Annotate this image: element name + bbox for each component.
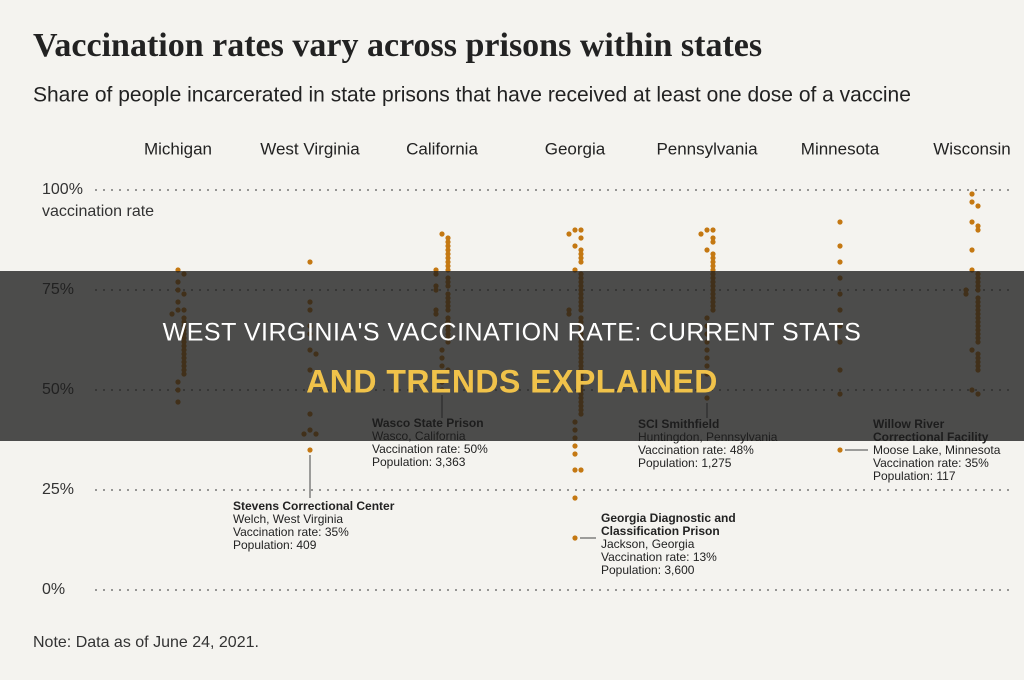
banner-line: AND TRENDS EXPLAINED [306,363,718,399]
x-tick-label: Georgia [545,139,606,158]
annotation-text: Population: 3,600 [601,563,695,577]
dot [307,447,313,453]
dot [704,227,710,233]
annotation-text: Vaccination rate: 50% [372,442,488,456]
dot [837,243,843,249]
y-axis-label: vaccination rate [42,203,154,220]
x-tick-label: Minnesota [801,139,880,158]
dot [969,219,975,225]
dot [439,231,445,237]
dot [710,259,716,265]
dot [578,227,584,233]
annotation-text: Vaccination rate: 35% [873,456,989,470]
dot [710,227,716,233]
dot [572,243,578,249]
dot [566,231,572,237]
dot [578,255,584,261]
dot [445,239,451,245]
dot [445,263,451,269]
dot [445,235,451,241]
chart-title: Vaccination rates vary across prisons wi… [33,27,762,64]
annotation-text: Vaccination rate: 13% [601,550,717,564]
dot [578,259,584,265]
dot [969,191,975,197]
dot [578,247,584,253]
dot [578,235,584,241]
dot [445,247,451,253]
annotation-text: Population: 409 [233,538,317,552]
dot [710,263,716,269]
annotation-text: Moose Lake, Minnesota [873,443,1001,457]
dot [307,259,313,265]
dot [578,251,584,257]
y-tick-label: 0% [42,581,65,598]
dot [445,243,451,249]
dot [710,239,716,245]
dot [572,227,578,233]
dot [445,251,451,257]
annotation-title: Stevens Correctional Center [233,499,395,513]
x-tick-label: Wisconsin [933,139,1010,158]
dot [572,495,578,501]
annotation-text: Vaccination rate: 35% [233,525,349,539]
banner [0,271,1024,441]
dot [837,219,843,225]
banner-line: WEST VIRGINIA'S VACCINATION RATE: CURREN… [163,319,862,347]
dot [572,467,578,473]
dot [572,451,578,457]
dot [837,447,843,453]
dot [710,251,716,257]
x-tick-label: West Virginia [260,139,360,158]
dot [710,235,716,241]
annotation-text: Population: 1,275 [638,456,732,470]
dot [975,203,981,209]
dot [704,247,710,253]
annotation-title: Classification Prison [601,524,720,538]
y-tick-label: 100% [42,181,83,198]
dot [572,535,578,541]
annotation-text: Population: 117 [873,469,956,483]
annotation-title: Georgia Diagnostic and [601,511,736,525]
dot [975,223,981,229]
chart-subtitle: Share of people incarcerated in state pr… [33,84,911,107]
dot [445,259,451,265]
dot [969,199,975,205]
dot [572,443,578,449]
note: Note: Data as of June 24, 2021. [33,634,259,651]
dot [969,247,975,253]
annotation-text: Vaccination rate: 48% [638,443,754,457]
dot [975,227,981,233]
dot [698,231,704,237]
dot [445,255,451,261]
annotation-text: Welch, West Virginia [233,512,343,526]
x-tick-label: California [406,139,478,158]
dot [578,467,584,473]
annotation-text: Population: 3,363 [372,455,466,469]
y-tick-label: 25% [42,481,74,498]
dot [710,255,716,261]
annotation-text: Jackson, Georgia [601,537,695,551]
x-tick-label: Michigan [144,139,212,158]
x-tick-label: Pennsylvania [656,139,758,158]
dot [837,259,843,265]
